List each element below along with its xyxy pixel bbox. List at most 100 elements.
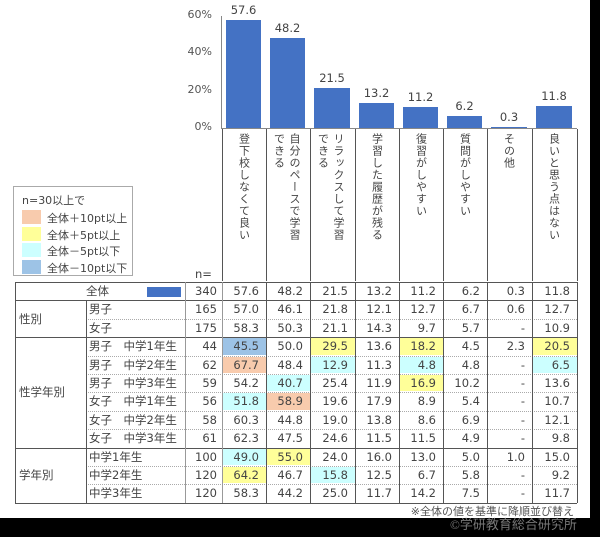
category-label: 復習がしやすい [414, 133, 428, 217]
table-cell: 4.5 [461, 339, 480, 354]
n-value: 100 [195, 449, 217, 464]
table-column-line [443, 282, 444, 503]
table-cell: 45.5 [222, 338, 266, 355]
table-cell: 5.8 [461, 468, 480, 482]
table-cell: 1.0 [506, 449, 525, 464]
n-value: 58 [202, 412, 217, 427]
column-divider [487, 129, 488, 281]
legend-bar-swatch [147, 287, 181, 297]
row-divider [86, 392, 577, 394]
category-label: その他 [502, 133, 516, 169]
table-cell: 60.3 [233, 412, 259, 427]
table-cell: 44.8 [277, 412, 303, 427]
table-cell: 11.5 [366, 431, 392, 446]
table-cell: 58.9 [266, 393, 310, 410]
group-label: 学年別 [19, 468, 54, 483]
y-axis-line [221, 16, 222, 128]
table-cell: 21.5 [322, 284, 348, 298]
table-cell: - [520, 394, 525, 409]
table-cell: 2.3 [506, 339, 525, 354]
x-axis-line [221, 128, 577, 129]
table-cell: - [520, 320, 525, 335]
table-cell: 5.7 [461, 320, 480, 335]
group-divider [15, 502, 577, 504]
table-cell: 12.9 [310, 356, 355, 373]
row-label: 男子 中学3年生 [89, 376, 177, 390]
table-cell: 25.4 [322, 376, 348, 390]
table-cell: 6.7 [461, 302, 480, 317]
legend-item-label: 全体＋10pt以上 [47, 212, 128, 225]
table-column-line [222, 282, 223, 503]
table-cell: 15.8 [310, 467, 355, 484]
row-label: 男子 中学2年生 [89, 357, 177, 372]
table-cell: 4.8 [461, 357, 480, 372]
table-cell: 13.2 [366, 284, 392, 298]
bar [447, 116, 482, 128]
bar-value-label: 48.2 [274, 21, 301, 36]
table-cell: 49.0 [222, 448, 266, 465]
table-cell: 16.9 [399, 375, 443, 392]
table-cell: 0.3 [506, 284, 525, 298]
row-label: 中学2年生 [89, 468, 143, 482]
row-label: 女子 中学1年生 [89, 394, 177, 409]
n-value: 340 [195, 284, 217, 298]
footnote: ※全体の値を基準に降順並び替え [410, 505, 574, 518]
table-cell: - [520, 357, 525, 372]
n-value: 120 [195, 468, 217, 482]
table-cell: 10.9 [544, 320, 570, 335]
column-divider [266, 129, 267, 281]
n-value: 61 [202, 431, 217, 446]
bar [403, 107, 438, 128]
table-cell: 11.7 [366, 486, 392, 501]
bar-value-label: 57.6 [230, 3, 257, 18]
table-cell: 7.5 [461, 486, 480, 501]
legend-title: n=30以上で [22, 194, 86, 207]
table-cell: 57.6 [233, 284, 259, 298]
y-tick-label: 60% [187, 8, 212, 21]
table-cell: 21.1 [322, 320, 348, 335]
table-cell: 10.2 [454, 376, 480, 390]
table-column-line [310, 282, 311, 503]
bar-value-label: 21.5 [319, 70, 345, 85]
table-cell: 12.7 [410, 302, 436, 317]
table-cell: 46.1 [277, 302, 303, 317]
table-cell: 4.9 [461, 431, 480, 446]
bar [536, 105, 572, 128]
table-cell: 50.0 [277, 339, 303, 354]
row-divider [86, 466, 577, 467]
bar-value-label: 0.3 [499, 109, 519, 124]
table-cell: 24.6 [322, 431, 348, 446]
category-label: 自分のペースで学習できる [272, 133, 302, 241]
table-cell: 15.0 [544, 449, 570, 464]
n-value: 165 [195, 302, 217, 317]
table-cell: 11.8 [544, 284, 570, 298]
table-cell: 50.3 [277, 320, 303, 335]
table-cell: 64.2 [222, 467, 266, 484]
table-column-line [266, 282, 267, 503]
column-divider [532, 129, 533, 281]
category-label: 良いと思う点はない [547, 133, 561, 241]
table-cell: 13.6 [366, 339, 392, 354]
legend-swatch [22, 226, 41, 241]
table-column-line [487, 282, 488, 503]
group-label-divider [86, 337, 87, 448]
table-column-line [577, 282, 578, 503]
row-divider [86, 410, 577, 412]
table-cell: 9.7 [417, 320, 436, 335]
row-label: 全体 [86, 284, 109, 298]
table-cell: 24.0 [322, 449, 348, 464]
table-cell: 6.9 [461, 412, 480, 427]
bar [359, 103, 394, 128]
legend-item-label: 全体－10pt以下 [47, 261, 128, 275]
category-label: 学習した履歴が残る [370, 133, 384, 241]
row-label: 女子 中学3年生 [89, 431, 177, 446]
table-cell: 12.5 [366, 468, 392, 482]
table-column-line [185, 282, 186, 503]
row-divider [86, 355, 577, 357]
table-cell: 5.0 [461, 449, 480, 464]
table-cell: - [520, 468, 525, 482]
table-cell: 62.3 [233, 431, 259, 446]
table-cell: 48.2 [277, 284, 303, 298]
table-cell: 18.2 [399, 338, 443, 355]
